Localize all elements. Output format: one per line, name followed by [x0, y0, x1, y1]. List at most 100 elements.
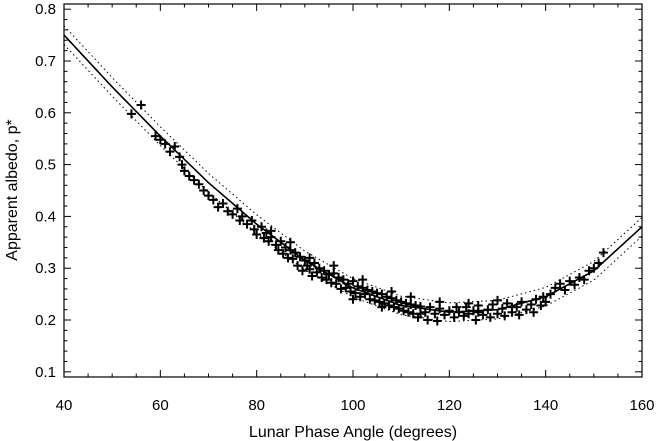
data-point — [281, 242, 291, 252]
data-point — [555, 279, 565, 289]
data-point — [387, 287, 397, 297]
data-point — [305, 264, 315, 274]
data-point — [208, 195, 218, 205]
data-point — [293, 261, 303, 271]
x-tick-label: 60 — [152, 397, 169, 414]
data-point — [358, 283, 368, 293]
data-point — [151, 131, 161, 141]
data-point — [283, 253, 293, 263]
data-point — [440, 310, 450, 320]
data-point — [136, 100, 146, 110]
data-point — [399, 306, 409, 316]
x-tick-label: 140 — [533, 397, 558, 414]
data-point — [307, 271, 317, 281]
data-point — [473, 307, 483, 317]
data-point — [177, 160, 187, 170]
data-point — [317, 273, 327, 283]
data-point — [550, 283, 560, 293]
data-point — [324, 269, 334, 279]
data-point — [326, 278, 336, 288]
data-point — [574, 273, 584, 283]
data-point — [406, 299, 416, 309]
data-point — [278, 249, 288, 259]
data-point — [401, 298, 411, 308]
data-point — [367, 287, 377, 297]
x-axis-ticks: 40 60 80 100 120 140 160 — [56, 4, 655, 414]
data-point — [194, 179, 204, 189]
data-point — [377, 302, 387, 312]
data-point — [362, 285, 372, 295]
data-point — [365, 294, 375, 304]
data-points — [126, 100, 608, 326]
y-tick-label: 0.7 — [35, 53, 56, 70]
data-point — [358, 275, 368, 285]
data-point — [488, 299, 498, 309]
data-point — [297, 266, 307, 276]
data-point — [126, 109, 136, 119]
data-point — [348, 276, 358, 286]
data-point — [374, 297, 384, 307]
data-point — [454, 307, 464, 317]
data-point — [175, 152, 185, 162]
data-point — [305, 253, 315, 263]
data-point — [261, 228, 271, 238]
data-point — [565, 276, 575, 286]
data-point — [444, 306, 454, 316]
data-point — [218, 198, 228, 208]
data-point — [160, 139, 170, 149]
data-point — [295, 252, 305, 262]
data-point — [394, 304, 404, 314]
data-point — [545, 289, 555, 299]
data-point — [346, 287, 356, 297]
data-point — [415, 309, 425, 319]
data-point — [285, 237, 295, 247]
data-point — [355, 292, 365, 302]
data-point — [184, 171, 194, 181]
data-point — [384, 301, 394, 311]
data-point — [500, 311, 510, 321]
data-point — [471, 315, 481, 325]
data-point — [541, 297, 551, 307]
x-tick-label: 80 — [248, 397, 265, 414]
plot-frame — [63, 3, 643, 378]
data-point — [343, 279, 353, 289]
y-tick-label: 0.8 — [35, 1, 56, 18]
y-tick-label: 0.6 — [35, 105, 56, 122]
data-point — [507, 302, 517, 312]
data-point — [497, 304, 507, 314]
data-point — [377, 289, 387, 299]
y-tick-label: 0.1 — [35, 364, 56, 381]
data-point — [266, 226, 276, 236]
data-point — [285, 245, 295, 255]
data-point — [464, 309, 474, 319]
data-point — [237, 211, 247, 221]
data-point — [478, 310, 488, 320]
data-point — [411, 301, 421, 311]
data-point — [468, 306, 478, 316]
data-point — [329, 268, 339, 278]
data-point — [425, 302, 435, 312]
data-point — [514, 310, 524, 320]
data-point — [570, 280, 580, 290]
data-point — [560, 285, 570, 295]
data-point — [338, 275, 348, 285]
data-point — [256, 222, 266, 232]
data-point — [370, 295, 380, 305]
y-axis-title: Apparent albedo, p* — [4, 119, 21, 260]
data-point — [155, 135, 165, 145]
data-point — [423, 315, 433, 325]
lower-bound-curve — [63, 44, 643, 323]
data-point — [464, 298, 474, 308]
data-point — [309, 258, 319, 268]
data-point — [584, 266, 594, 276]
data-point — [331, 279, 341, 289]
data-point — [204, 191, 213, 201]
data-point — [406, 292, 416, 302]
data-point — [290, 248, 300, 258]
data-point — [526, 299, 536, 309]
data-point — [396, 297, 406, 307]
data-point — [536, 301, 546, 311]
data-point — [288, 254, 298, 264]
data-point — [430, 309, 440, 319]
